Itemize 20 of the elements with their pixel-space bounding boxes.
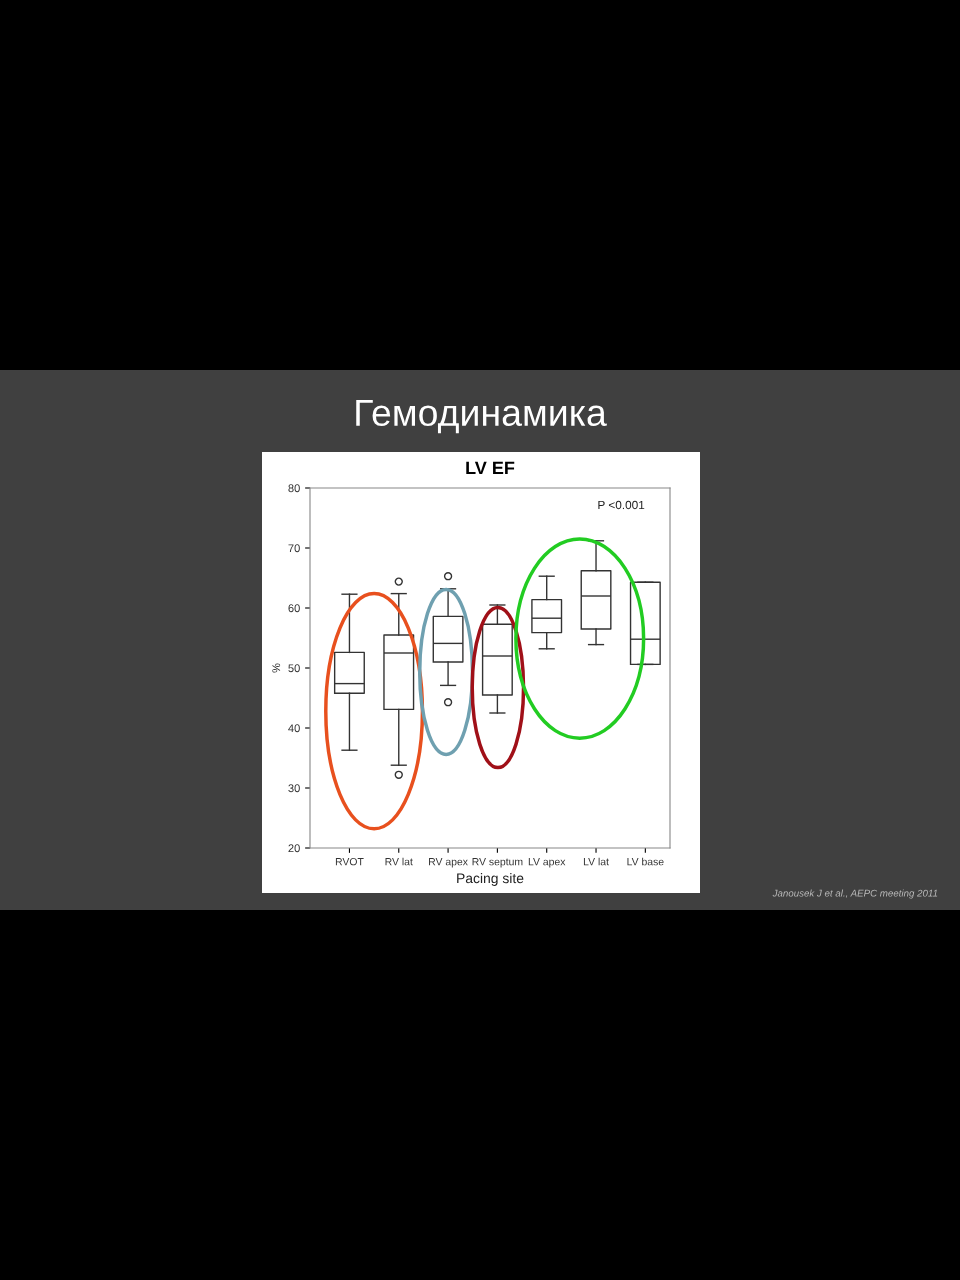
y-tick-label: 70 xyxy=(288,544,300,553)
x-tick-label: RVOT xyxy=(335,858,364,866)
y-tick-label: 20 xyxy=(288,844,300,853)
x-tick-label: RV septum xyxy=(472,858,523,868)
text: Janousek J et al., AEPC meeting 2011 xyxy=(772,889,938,899)
y-axis-title: % xyxy=(272,663,281,673)
y-tick-label: 30 xyxy=(288,784,300,793)
chart-subtitle: LV EF xyxy=(466,461,515,475)
chart-title: Гемодинамика xyxy=(356,399,607,434)
x-tick-label: LV lat xyxy=(583,857,609,866)
annotation: P <0.001 xyxy=(598,500,645,510)
y-tick-label: 40 xyxy=(288,724,300,733)
y-tick-label: 80 xyxy=(288,484,300,493)
y-tick-label: 60 xyxy=(288,604,300,613)
x-tick-label: LV base xyxy=(627,857,664,866)
x-tick-label: LV apex xyxy=(528,858,566,868)
x-axis-title: Pacing site xyxy=(457,872,524,886)
x-tick-label: RV lat xyxy=(385,857,413,866)
x-tick-label: RV apex xyxy=(429,858,468,868)
y-tick-label: 50 xyxy=(288,664,300,673)
